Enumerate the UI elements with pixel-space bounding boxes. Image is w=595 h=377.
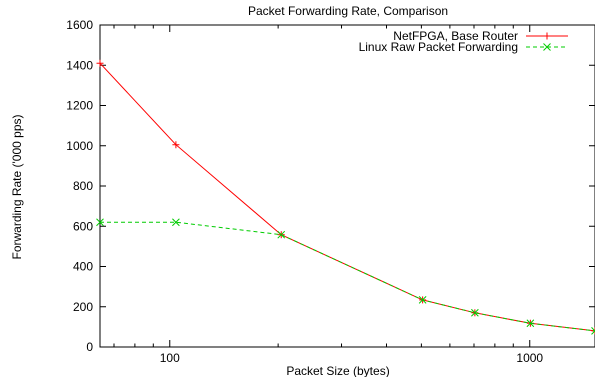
data-point bbox=[96, 59, 104, 67]
y-tick-label: 1000 bbox=[66, 139, 93, 153]
y-tick-label: 1400 bbox=[66, 58, 93, 72]
y-tick-label: 400 bbox=[73, 260, 93, 274]
data-point bbox=[277, 230, 286, 239]
x-tick-label: 1000 bbox=[516, 351, 543, 365]
x-tick-label: 100 bbox=[160, 351, 180, 365]
data-point bbox=[591, 327, 595, 335]
series-layer bbox=[96, 59, 595, 335]
data-point bbox=[471, 308, 479, 317]
legend-label: Linux Raw Packet Forwarding bbox=[359, 40, 518, 54]
series-1 bbox=[96, 218, 595, 335]
y-axis-label: Forwarding Rate ('000 pps) bbox=[10, 114, 24, 259]
y-ticks: 0 200 400 600 800 1000 1200 1400 1600 bbox=[66, 18, 595, 354]
series-line bbox=[100, 221, 595, 332]
y-tick-label: 600 bbox=[73, 219, 93, 233]
data-point bbox=[526, 319, 535, 328]
data-point bbox=[591, 327, 595, 335]
x-axis-label: Packet Size (bytes) bbox=[286, 364, 389, 377]
y-tick-label: 800 bbox=[73, 179, 93, 193]
data-point bbox=[172, 218, 180, 227]
data-point bbox=[172, 141, 180, 149]
legend-label: NetFPGA, Base Router bbox=[393, 29, 518, 43]
series-0 bbox=[96, 59, 595, 335]
data-point bbox=[96, 218, 104, 227]
y-tick-label: 1600 bbox=[66, 18, 93, 32]
series-line bbox=[99, 62, 595, 332]
x-ticks: 100 1000 bbox=[113, 25, 543, 365]
data-point bbox=[418, 296, 427, 304]
plot-frame bbox=[99, 24, 595, 348]
y-tick-label: 0 bbox=[86, 340, 93, 354]
legend-marker bbox=[543, 43, 551, 51]
y-tick-label: 1200 bbox=[66, 99, 93, 113]
y-tick-label: 200 bbox=[73, 300, 93, 314]
chart-title: Packet Forwarding Rate, Comparison bbox=[248, 4, 448, 18]
legend-marker bbox=[543, 32, 551, 40]
